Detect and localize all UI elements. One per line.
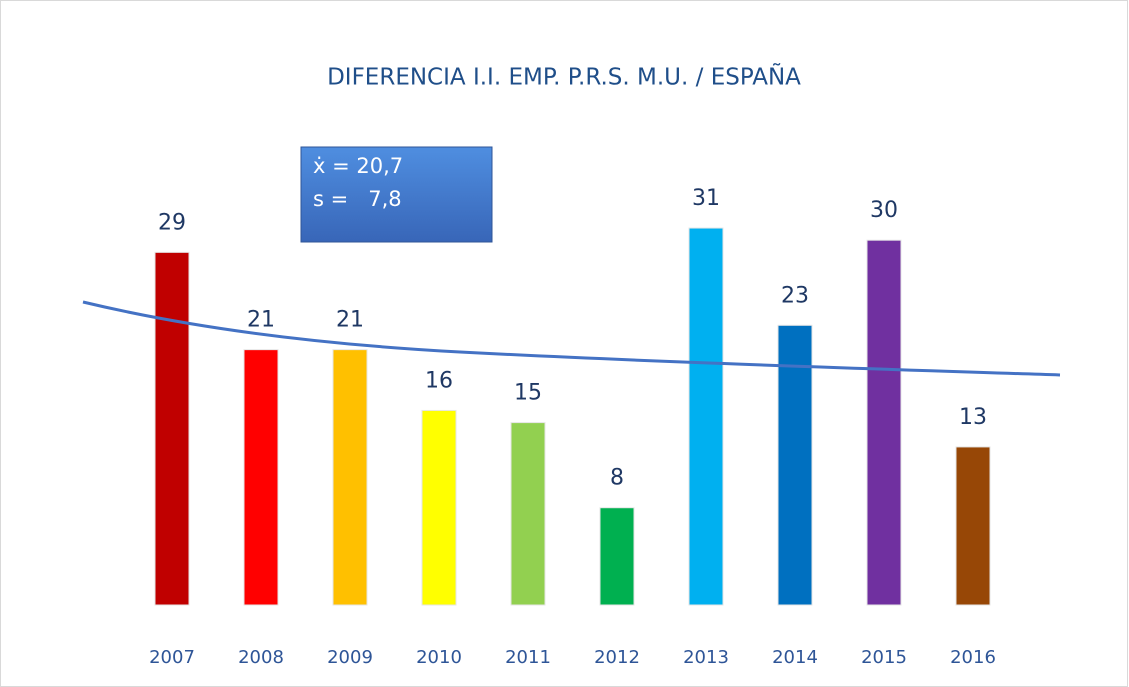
data-label: 13 bbox=[959, 405, 987, 430]
data-label: 30 bbox=[870, 198, 898, 223]
data-label: 29 bbox=[158, 210, 186, 235]
bar bbox=[510, 422, 546, 606]
x-tick-label: 2010 bbox=[416, 647, 462, 668]
x-tick-label: 2014 bbox=[772, 647, 818, 668]
x-tick-label: 2012 bbox=[594, 647, 640, 668]
data-label: 31 bbox=[692, 186, 720, 211]
annotation: ẋ = 20,7 bbox=[313, 154, 403, 178]
bar bbox=[332, 349, 368, 606]
stats-box bbox=[300, 146, 493, 243]
bar bbox=[688, 227, 724, 606]
bar bbox=[154, 251, 190, 606]
data-label: 15 bbox=[514, 381, 542, 406]
bar bbox=[421, 409, 457, 606]
data-label: 21 bbox=[247, 308, 275, 333]
x-tick-label: 2016 bbox=[950, 647, 996, 668]
data-label: 23 bbox=[781, 283, 809, 308]
x-tick-label: 2008 bbox=[238, 647, 284, 668]
x-tick-label: 2011 bbox=[505, 647, 551, 668]
data-label: 21 bbox=[336, 308, 364, 333]
x-tick-label: 2007 bbox=[149, 647, 195, 668]
annotation: s = 7,8 bbox=[313, 187, 402, 211]
bar bbox=[243, 349, 279, 606]
data-label: 8 bbox=[610, 466, 624, 491]
x-tick-label: 2009 bbox=[327, 647, 373, 668]
bar bbox=[866, 239, 902, 606]
bar bbox=[599, 507, 635, 606]
trend-line bbox=[82, 300, 1061, 377]
x-tick-label: 2015 bbox=[861, 647, 907, 668]
bar bbox=[955, 446, 991, 606]
bar bbox=[777, 324, 813, 606]
data-label: 16 bbox=[425, 368, 453, 393]
x-tick-label: 2013 bbox=[683, 647, 729, 668]
chart-title: DIFERENCIA I.I. EMP. P.R.S. M.U. / ESPAÑ… bbox=[327, 63, 801, 91]
